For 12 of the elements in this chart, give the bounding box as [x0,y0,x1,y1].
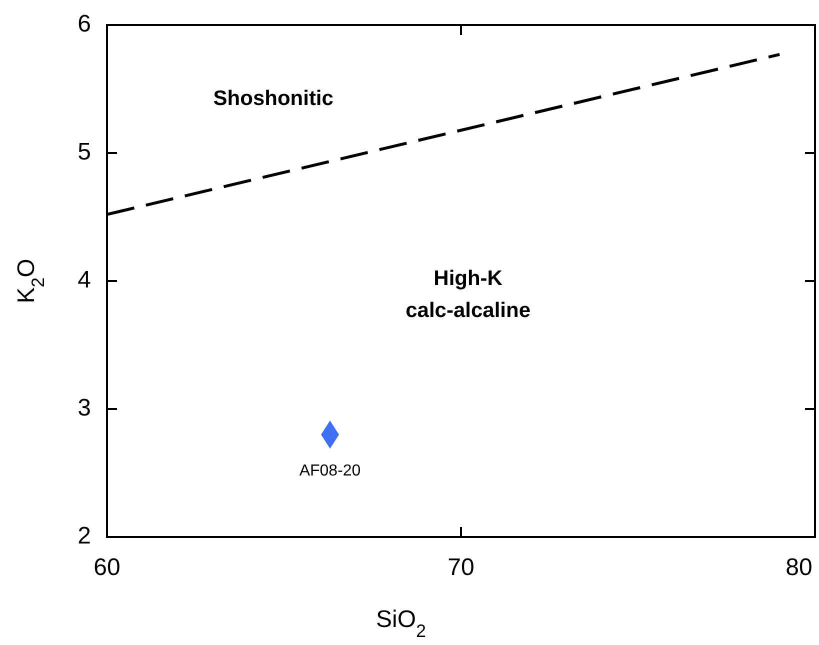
y-tick-label: 3 [78,394,91,422]
y-tick-label: 4 [78,266,91,294]
x-tick-label: 70 [448,554,474,581]
annotation: Shoshonitic [213,86,334,110]
y-tick-label: 5 [78,138,91,166]
y-tick-label: 2 [78,522,91,550]
y-tick-label: 6 [78,10,91,38]
x-tick-label: 60 [94,554,120,581]
x-tick-label: 80 [786,554,812,581]
annotation: High-K calc-alcaline [406,266,531,322]
series-label: AF08-20 [299,462,361,480]
x-axis-title: SiO$_{2}$ [376,606,426,641]
